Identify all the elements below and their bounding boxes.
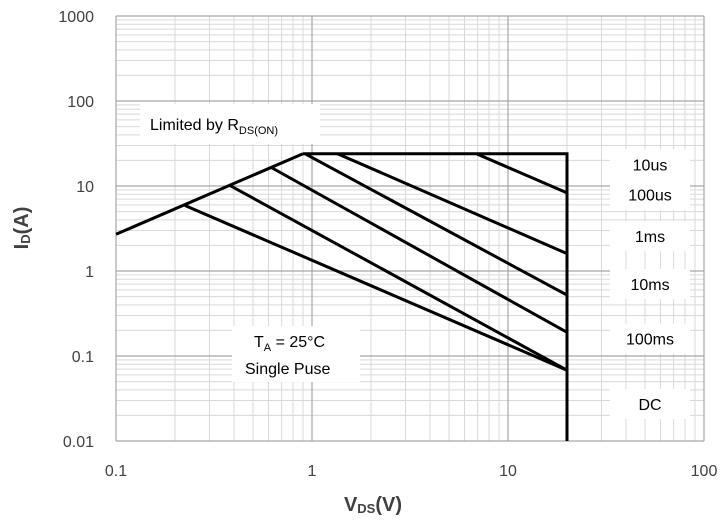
x-axis-title: VDS(V)	[344, 494, 402, 516]
curve-label-10ms: 10ms	[630, 277, 669, 294]
soa-envelope-line	[303, 152, 569, 441]
curve-10ms	[270, 166, 568, 334]
curve-label-bg	[610, 221, 690, 252]
curve-1ms	[304, 152, 568, 297]
limit-annotation-bg	[140, 104, 320, 144]
y-axis-title: ID(A)	[11, 207, 33, 250]
y-tick-label: 1000	[58, 9, 94, 26]
limit-annotation: Limited by RDS(ON)	[150, 117, 278, 137]
curve-label-100ms: 100ms	[626, 331, 674, 348]
curve-label-bg	[610, 149, 690, 180]
curve-10us	[475, 152, 568, 195]
curve-label-bg	[610, 179, 690, 210]
x-tick-label: 0.1	[105, 463, 127, 480]
soa-curves	[115, 152, 569, 441]
curve-label-bg	[610, 388, 690, 419]
curve-100ms	[228, 183, 568, 372]
curve-dc	[184, 204, 568, 372]
major-gridlines	[115, 15, 705, 442]
y-tick-label: 1	[85, 264, 94, 281]
condition-line-1: TA = 25°C	[254, 334, 325, 354]
curve-label-bg	[610, 269, 690, 300]
condition-annotation-bg	[232, 326, 360, 382]
y-tick-labels: 0.01 0.1 1 10 100 1000	[58, 9, 94, 451]
y-tick-label: 10	[76, 179, 94, 196]
curve-100us	[336, 152, 568, 255]
condition-line-2: Single Puse	[245, 361, 330, 378]
x-tick-label: 1	[308, 463, 317, 480]
curve-label-bg	[610, 323, 690, 354]
minor-gridlines	[116, 16, 704, 441]
y-tick-label: 0.1	[72, 349, 94, 366]
curve-labels: 10us 100us 1ms 10ms 100ms DC	[610, 149, 690, 419]
y-tick-label: 100	[67, 94, 94, 111]
curve-label-10us: 10us	[633, 157, 668, 174]
x-tick-label: 10	[499, 463, 517, 480]
curve-label-100us: 100us	[628, 188, 672, 205]
x-tick-label: 100	[691, 463, 718, 480]
y-tick-label: 0.01	[63, 434, 94, 451]
x-tick-labels: 0.1 1 10 100	[105, 463, 718, 480]
curve-label-1ms: 1ms	[635, 229, 665, 246]
curve-label-dc: DC	[638, 397, 661, 414]
